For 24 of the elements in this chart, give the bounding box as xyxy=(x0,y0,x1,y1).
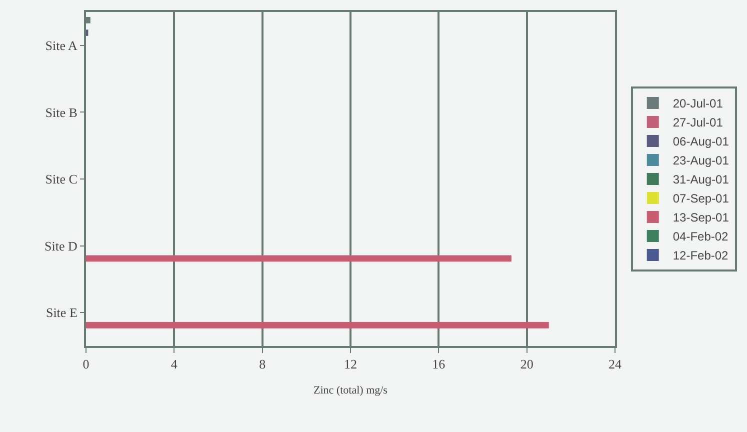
bar xyxy=(86,255,512,262)
x-tick-label: 24 xyxy=(608,356,622,372)
y-tick-label: Site D xyxy=(44,238,78,254)
y-tick-label: Site A xyxy=(45,38,78,53)
x-tick-label: 20 xyxy=(520,356,534,372)
x-axis-title: Zinc (total) mg/s xyxy=(314,384,388,396)
y-tick-label: Site C xyxy=(45,172,78,187)
legend-label: 07-Sep-01 xyxy=(672,192,730,206)
legend-label: 06-Aug-01 xyxy=(672,134,730,149)
y-tick-label: Site B xyxy=(45,104,78,120)
x-tick-label: 16 xyxy=(432,356,446,372)
x-tick-label: 12 xyxy=(344,356,357,372)
legend-label: 04-Feb-02 xyxy=(672,230,729,244)
legend-label: 12-Feb-02 xyxy=(672,248,729,263)
legend-label: 27-Jul-01 xyxy=(672,116,724,130)
x-tick-label: 8 xyxy=(259,356,266,372)
x-tick-label: 4 xyxy=(170,356,178,372)
legend-label: 23-Aug-01 xyxy=(672,154,730,168)
y-tick-label: Site E xyxy=(46,305,78,320)
legend-label: 31-Aug-01 xyxy=(672,172,730,187)
legend-label: 20-Jul-01 xyxy=(672,96,724,111)
legend-label: 13-Sep-01 xyxy=(672,210,730,225)
x-tick-label: 0 xyxy=(82,356,90,372)
bar xyxy=(86,322,549,328)
